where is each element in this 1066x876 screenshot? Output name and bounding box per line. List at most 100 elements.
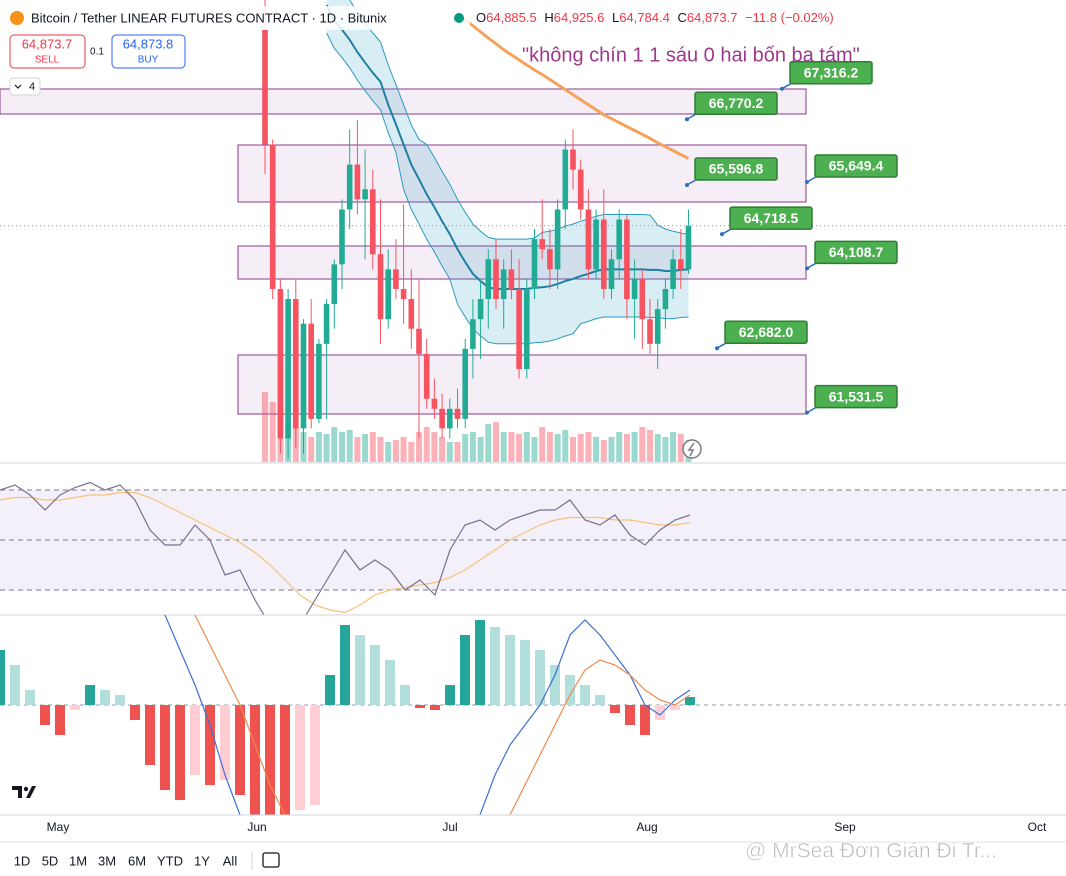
- volume-bar: [662, 437, 669, 462]
- volume-bar: [377, 437, 384, 462]
- volume-bar: [446, 442, 453, 462]
- level-label-box: [814, 240, 898, 265]
- indicators-count: 4: [29, 81, 35, 93]
- level-point: [685, 117, 689, 122]
- candle-body: [670, 259, 676, 289]
- macd-bar: [130, 705, 140, 720]
- macd-bar: [385, 660, 395, 705]
- replay-icon-bolt: [687, 442, 695, 457]
- sell-button[interactable]: [9, 34, 86, 69]
- macd-bar: [355, 635, 365, 705]
- candle-body: [662, 288, 669, 310]
- candle-body: [531, 239, 538, 289]
- timeframe-button[interactable]: 5D: [42, 853, 59, 868]
- level-point: [780, 86, 784, 91]
- timeframe-button[interactable]: YTD: [157, 853, 183, 868]
- date-range-icon[interactable]: [262, 852, 280, 868]
- logo: [12, 786, 36, 798]
- candle-body: [285, 299, 291, 439]
- replay-icon[interactable]: [682, 439, 702, 459]
- candle-body: [293, 299, 299, 429]
- volume-bar: [500, 432, 507, 462]
- candle-body: [524, 288, 530, 370]
- volume-bar: [546, 432, 553, 462]
- candle-body: [624, 219, 630, 300]
- volume-bar: [654, 434, 661, 462]
- macd-bar: [175, 705, 185, 800]
- macd-bar: [595, 695, 605, 705]
- ohlc-key: L: [612, 10, 619, 25]
- macd-bar: [580, 685, 590, 705]
- volume-bar: [431, 432, 438, 462]
- macd-bar: [430, 705, 440, 710]
- volume-bar: [308, 437, 315, 462]
- volume-bar: [462, 434, 469, 462]
- annotation: "không chín 1 1 sáu 0 hai bốn ba tám": [522, 44, 860, 66]
- timeframe-button[interactable]: 3M: [98, 853, 116, 868]
- candle-body: [608, 259, 615, 289]
- volume-bar: [508, 432, 515, 462]
- level-label: 65,596.8: [709, 161, 764, 177]
- watermark: @ MrSea Đơn Giản Đi Tr...: [745, 840, 997, 863]
- macd-bar: [10, 665, 20, 705]
- candle-body: [493, 259, 499, 300]
- volume-bar: [454, 442, 461, 462]
- volume-bar: [269, 402, 276, 462]
- macd-bar: [670, 705, 680, 710]
- macd-bar: [400, 685, 410, 705]
- candle-body: [393, 269, 399, 289]
- macd-bar: [325, 675, 335, 705]
- volume-bar: [516, 434, 523, 462]
- candle-body: [454, 408, 461, 419]
- candle-body: [462, 348, 468, 419]
- rsi-ma: [0, 491, 691, 614]
- candle-body: [554, 209, 561, 270]
- volume-bar: [593, 437, 600, 462]
- candle-body: [316, 343, 322, 419]
- macd-bar: [565, 675, 575, 705]
- candle-body: [370, 189, 376, 255]
- x-axis: May Jun Jul Aug Sep Oct: [47, 820, 1047, 834]
- timeframe-button[interactable]: 1Y: [194, 853, 210, 868]
- level-label-box: [724, 320, 808, 344]
- candle-body: [339, 209, 345, 265]
- timeframe-button[interactable]: 1D: [14, 853, 31, 868]
- indicators-toggle[interactable]: [9, 77, 41, 96]
- ohlc-change: −11.8 (−0.02%): [745, 10, 834, 25]
- macd-bar: [550, 665, 560, 705]
- candle-body: [277, 288, 284, 439]
- timeframe-button[interactable]: All: [223, 853, 238, 868]
- level-label: 64,718.5: [744, 210, 799, 226]
- volume-bar: [392, 440, 399, 462]
- volume-bar: [623, 434, 630, 462]
- macd-bar: [160, 705, 170, 790]
- moving-average: [456, 13, 690, 160]
- x-tick-label: Sep: [834, 820, 856, 834]
- candle-body: [593, 219, 599, 270]
- timeframe-button[interactable]: 1M: [69, 853, 87, 868]
- volume-bar: [485, 424, 492, 462]
- volume-bar: [323, 434, 330, 462]
- level-point: [715, 346, 719, 351]
- macd-bar: [625, 705, 635, 725]
- timeframe-button[interactable]: 6M: [128, 853, 146, 868]
- candle-body: [400, 288, 407, 300]
- macd-bar: [340, 625, 350, 705]
- candle-body: [616, 219, 622, 260]
- volume-bar: [423, 427, 430, 462]
- buy-price: 64,873.8: [123, 36, 174, 51]
- rsi-line: [0, 481, 691, 615]
- market-status: [454, 13, 464, 23]
- macd-bar: [70, 705, 80, 710]
- macd-bar: [685, 697, 695, 705]
- ohlc-key: H: [544, 10, 553, 25]
- level-label: 65,649.4: [829, 158, 884, 174]
- header-bg: [0, 6, 470, 30]
- candle-body: [447, 408, 453, 429]
- candle-body: [423, 353, 430, 399]
- volume-bar: [339, 432, 345, 462]
- buy-button[interactable]: [111, 34, 186, 69]
- macd-bar: [100, 690, 110, 705]
- candle-body: [647, 319, 653, 344]
- candle-body: [346, 164, 353, 210]
